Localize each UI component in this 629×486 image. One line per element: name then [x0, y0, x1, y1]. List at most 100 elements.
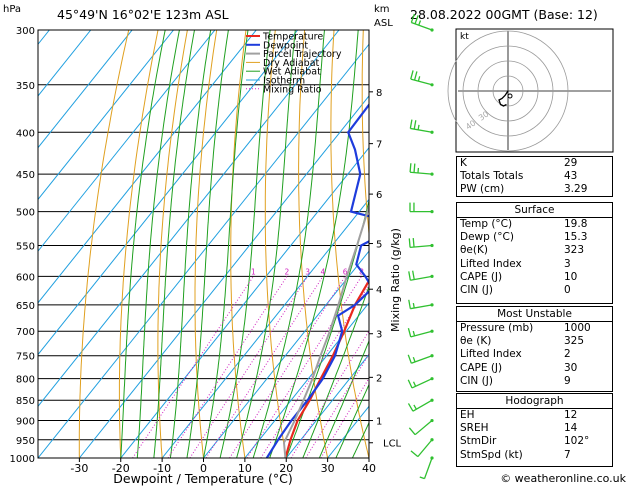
datetime-title: 28.08.2022 00GMT (Base: 12): [410, 7, 598, 22]
row-label: K: [460, 157, 467, 169]
x-tick-label: 10: [238, 462, 252, 475]
km-tick-label: 6: [376, 190, 382, 201]
pressure-tick-label: 800: [16, 375, 35, 386]
row-label: Lifted Index: [460, 257, 522, 270]
y2-axis-title: Mixing Ratio (g/kg): [389, 228, 402, 332]
km-tick-label: 4: [376, 285, 382, 296]
legend-label: Dewpoint: [263, 40, 308, 51]
wind-barbs: [407, 13, 434, 480]
wind-barb: [410, 70, 434, 87]
surface-table: Surface Temp (°C) 19.8 Dewp (°C) 15.3 θe(K) 3…: [456, 202, 613, 304]
wind-barb: [409, 119, 434, 134]
km-tick-label: 5: [376, 240, 382, 251]
hpa-axis-label: hPa: [3, 4, 21, 15]
row-label: PW (cm): [460, 183, 505, 196]
table-row: CIN (J) 9: [457, 375, 612, 388]
row-label: CIN (J): [460, 374, 493, 387]
wind-barb: [409, 202, 434, 214]
row-value: 323: [564, 244, 585, 257]
row-label: EH: [460, 409, 475, 421]
row-label: StmSpd (kt): [460, 448, 523, 461]
row-value: 102°: [564, 435, 590, 448]
row-value: 15.3: [564, 231, 588, 244]
hodograph-ring: [492, 75, 524, 107]
mixing-ratio-line: [205, 276, 324, 458]
mixing-ratio-label: 3: [305, 267, 310, 276]
plot-grid: 1 2 3 4 6 8 10 16 20 25: [38, 30, 369, 458]
row-label: Lifted Index: [460, 348, 522, 361]
dry-adiabat-line: [78, 30, 130, 458]
pressure-tick-label: 650: [16, 301, 35, 312]
mixing-ratio-line: [167, 276, 288, 458]
pressure-tick-label: 750: [16, 352, 35, 363]
km-tick-label: 2: [376, 373, 382, 384]
isotherm-line: [203, 250, 369, 458]
km-axis-label: km: [374, 4, 390, 15]
hodograph-table: Hodograph EH 12 SREH 14 StmDir 102° StmSpd (kt…: [456, 393, 613, 467]
table-row: θe (K) 325: [457, 335, 612, 348]
pressure-tick-label: 700: [16, 327, 35, 338]
hodograph-title: Hodograph: [457, 394, 612, 409]
row-value: 0: [564, 283, 571, 296]
wind-barb: [407, 354, 434, 364]
row-label: Temp (°C): [460, 218, 513, 230]
dry-adiabat-line: [118, 30, 159, 458]
row-label: θe(K): [460, 244, 488, 257]
storm-motion-marker: [507, 93, 513, 99]
wet-adiabat-line: [186, 30, 229, 458]
pressure-tick-label: 600: [16, 272, 35, 283]
wet-adiabat-line: [136, 30, 180, 458]
row-value: 3.29: [564, 183, 588, 196]
row-value: 2: [564, 348, 571, 361]
wet-adiabat-line: [302, 285, 369, 458]
row-label: θe (K): [460, 335, 492, 348]
table-row: CIN (J) 0: [457, 284, 612, 297]
table-row: Dewp (°C) 15.3: [457, 231, 612, 244]
row-label: SREH: [460, 422, 489, 435]
wind-barb: [407, 377, 434, 389]
hodograph-frame: [455, 28, 614, 153]
km-tick-label: LCL: [383, 439, 402, 450]
table-row: EH 12: [457, 409, 612, 422]
row-value: 1000: [564, 322, 591, 334]
copyright: © weatheronline.co.uk: [500, 472, 626, 485]
most-unstable-title: Most Unstable: [457, 307, 612, 322]
wind-barb: [408, 299, 434, 310]
pressure-tick-label: 350: [16, 81, 35, 92]
table-row: SREH 14: [457, 422, 612, 435]
table-row: Lifted Index 2: [457, 348, 612, 361]
x-tick-label: -30: [70, 462, 88, 475]
wind-barb: [410, 13, 434, 32]
table-row: K 29: [457, 157, 612, 170]
table-row: CAPE (J) 30: [457, 362, 612, 375]
x-tick-label: 40: [362, 462, 376, 475]
legend-label: Parcel Trajectory: [263, 49, 342, 60]
row-value: 43: [564, 170, 578, 183]
indices-table: K 29 Totals Totals 43 PW (cm) 3.29: [456, 156, 613, 197]
isotherm-line: [38, 30, 92, 97]
dry-adiabat-line: [157, 30, 188, 458]
surface-title: Surface: [457, 203, 612, 218]
x-tick-label: -20: [112, 462, 130, 475]
row-label: CAPE (J): [460, 270, 503, 283]
table-row: Lifted Index 3: [457, 258, 612, 271]
km-tick-label: 8: [376, 88, 382, 99]
series-dewpoint: [265, 102, 369, 458]
row-value: 19.8: [564, 218, 588, 230]
pressure-tick-label: 1000: [10, 454, 35, 465]
table-row: Totals Totals 43: [457, 170, 612, 183]
pressure-tick-label: 300: [16, 26, 35, 37]
pressure-tick-label: 400: [16, 128, 35, 139]
row-value: 12: [564, 409, 578, 421]
dry-adiabat-line: [330, 30, 369, 458]
row-value: 14: [564, 422, 578, 435]
dry-adiabat-line: [194, 30, 218, 458]
legend-label: Mixing Ratio: [263, 84, 322, 95]
wind-barb: [409, 163, 434, 176]
wind-barb: [408, 238, 434, 249]
pressure-tick-label: 500: [16, 208, 35, 219]
mixing-ratio-line: [290, 330, 369, 458]
wet-adiabat-line: [120, 30, 166, 458]
